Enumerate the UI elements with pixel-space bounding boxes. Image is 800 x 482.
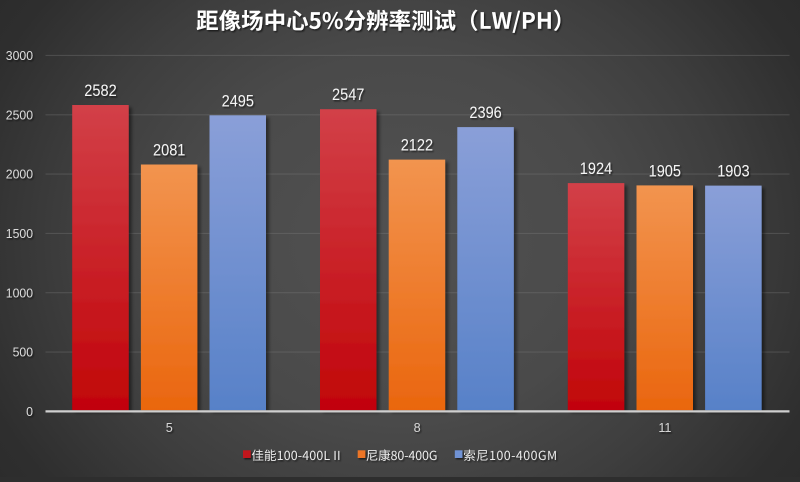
svg-text:11: 11: [658, 421, 671, 435]
svg-text:2495: 2495: [222, 91, 254, 110]
svg-text:1924: 1924: [580, 159, 612, 178]
svg-text:1905: 1905: [649, 161, 681, 180]
svg-text:5: 5: [166, 421, 173, 435]
svg-text:2122: 2122: [401, 136, 433, 155]
svg-text:2582: 2582: [84, 81, 116, 100]
svg-text:2396: 2396: [469, 103, 501, 122]
svg-text:2547: 2547: [332, 85, 364, 104]
svg-text:1000: 1000: [6, 285, 33, 300]
svg-text:500: 500: [13, 345, 33, 360]
svg-text:1500: 1500: [6, 226, 33, 241]
svg-text:2081: 2081: [153, 141, 185, 160]
svg-text:0: 0: [26, 404, 33, 419]
svg-text:8: 8: [414, 421, 421, 435]
svg-text:1903: 1903: [717, 162, 749, 181]
svg-text:2500: 2500: [6, 107, 33, 122]
svg-text:3000: 3000: [6, 48, 33, 63]
svg-text:2000: 2000: [6, 167, 33, 182]
